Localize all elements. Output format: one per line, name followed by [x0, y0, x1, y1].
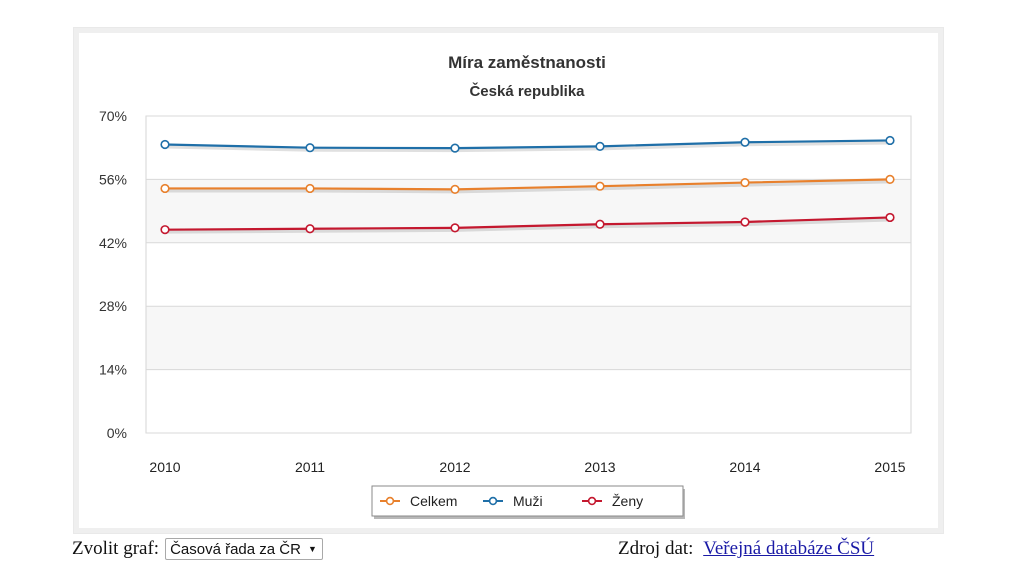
data-source-label: Zdroj dat:: [618, 538, 694, 559]
data-point[interactable]: [450, 184, 460, 194]
data-point[interactable]: [740, 177, 750, 188]
data-point[interactable]: [740, 217, 750, 227]
legend-item-label[interactable]: Ženy: [612, 493, 643, 509]
data-point[interactable]: [595, 141, 605, 151]
data-point[interactable]: [450, 223, 460, 233]
series-line: [165, 178, 891, 191]
y-tick-label: 28%: [99, 298, 127, 314]
chart-selector-label: Zvolit graf:: [72, 538, 160, 559]
x-tick-label: 2011: [295, 459, 325, 475]
y-tick-label: 0%: [107, 425, 127, 441]
x-tick-label: 2012: [439, 459, 470, 475]
x-tick-label: 2010: [149, 459, 180, 475]
chart-frame: [73, 27, 944, 534]
chart-select-value: Časová řada za ČR: [170, 540, 301, 558]
plot-band: [146, 179, 911, 243]
x-tick-label: 2014: [729, 459, 760, 475]
x-tick-label: 2013: [584, 459, 615, 475]
data-point[interactable]: [595, 219, 605, 229]
legend-item-label[interactable]: Celkem: [410, 493, 457, 509]
legend-marker: [587, 496, 597, 506]
data-source: Zdroj dat: Veřejná databáze ČSÚ: [618, 538, 874, 560]
data-point[interactable]: [160, 225, 170, 235]
data-source-link[interactable]: Veřejná databáze ČSÚ: [703, 538, 875, 559]
series-shadow: [166, 179, 892, 194]
y-tick-label: 70%: [99, 108, 127, 124]
x-tick-label: 2015: [874, 459, 905, 475]
legend-marker: [385, 496, 395, 506]
data-point[interactable]: [595, 181, 605, 191]
data-point[interactable]: [885, 135, 895, 146]
series-shadow: [165, 217, 892, 234]
data-point[interactable]: [305, 183, 315, 194]
series-line: [164, 139, 891, 150]
series-line: [164, 216, 891, 231]
data-point[interactable]: [160, 183, 170, 194]
plot-border: [145, 115, 912, 434]
chart-select[interactable]: Časová řada za ČR ▼: [165, 538, 323, 560]
data-point[interactable]: [740, 137, 750, 147]
plot-area: 0% 14% 28% 42% 56% 70% 2010 2011 2012 2013 2014 201…: [99, 108, 912, 475]
legend-item-label[interactable]: Muži: [513, 493, 543, 509]
chart-selector-group: Zvolit graf: Časová řada za ČR ▼: [72, 538, 323, 560]
legend: Celkem Muži Ženy: [371, 485, 685, 519]
data-point[interactable]: [160, 139, 170, 150]
plot-band: [146, 306, 911, 370]
chart-subtitle: Česká republika: [469, 82, 585, 100]
series-shadow: [165, 140, 892, 153]
y-tick-label: 14%: [99, 362, 127, 378]
data-point[interactable]: [885, 212, 895, 223]
y-tick-label: 42%: [99, 235, 127, 251]
data-point[interactable]: [305, 143, 315, 153]
y-tick-label: 56%: [99, 171, 127, 187]
data-point[interactable]: [305, 224, 315, 234]
chart-title: Míra zaměstnanosti: [448, 53, 606, 72]
dropdown-arrow-icon: ▼: [307, 544, 317, 554]
legend-box: [371, 485, 684, 517]
legend-marker: [488, 496, 498, 506]
data-point[interactable]: [450, 143, 460, 153]
data-point[interactable]: [885, 174, 895, 184]
